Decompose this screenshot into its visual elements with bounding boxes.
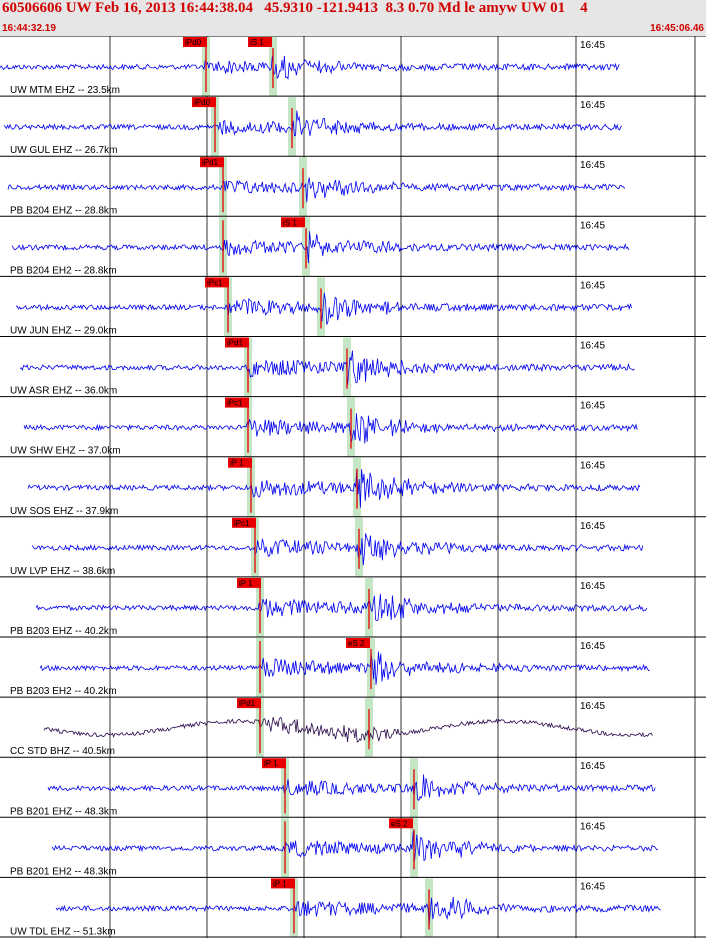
waveform-trace xyxy=(3,110,623,137)
waveform-trace xyxy=(39,651,650,685)
p-pick-label: iPd1 xyxy=(202,158,219,167)
time-tick-label: 16:45 xyxy=(580,521,605,532)
waveform-trace xyxy=(0,55,620,80)
seismogram-panel: iPd0 iS 1 16:45 UW MTM EHZ -- 23.5km iPd0 16:… xyxy=(0,36,706,938)
p-pick-box xyxy=(225,337,249,348)
header-bar: 60506606 UW Feb 16, 2013 16:44:38.04 45.… xyxy=(0,0,706,36)
p-pick-label: iP 1 xyxy=(264,759,278,768)
s-pick-label: iS 1 xyxy=(250,38,264,47)
time-tick-label: 16:45 xyxy=(580,280,605,291)
s-pick-box xyxy=(346,638,370,648)
waveform-trace xyxy=(7,177,626,203)
p-pick-box xyxy=(205,277,229,288)
station-label: UW TDL EHZ -- 51.3km xyxy=(10,927,116,938)
station-label: UW LVP EHZ -- 38.6km xyxy=(10,566,115,577)
end-time: 16:45:06.46 xyxy=(650,23,704,34)
station-label: UW MTM EHZ -- 23.5km xyxy=(10,85,120,96)
waveform-trace xyxy=(43,716,653,743)
s-pick-box xyxy=(281,217,305,228)
waveform-trace xyxy=(19,350,635,385)
waveform-trace xyxy=(47,774,656,802)
station-label: PB B203 EH2 -- 40.2km xyxy=(10,686,117,697)
waveform-trace xyxy=(23,413,638,444)
station-label: PB B201 EHZ -- 48.3km xyxy=(10,806,117,817)
station-label: PB B201 EH2 -- 48.3km xyxy=(10,866,117,877)
time-tick-label: 16:45 xyxy=(580,160,605,171)
time-tick-label: 16:45 xyxy=(580,761,605,772)
waveform-trace xyxy=(15,292,632,325)
p-pick-box xyxy=(200,157,224,168)
waveform-trace xyxy=(11,231,630,264)
p-pick-box xyxy=(225,397,249,408)
station-label: UW SOS EHZ -- 37.9km xyxy=(10,506,118,517)
time-tick-label: 16:45 xyxy=(580,581,605,592)
station-label: UW GUL EHZ -- 26.7km xyxy=(10,145,117,156)
p-pick-label: iPd0 xyxy=(194,98,211,107)
s-pick-label: eS 2 xyxy=(348,639,365,648)
time-tick-label: 16:45 xyxy=(580,821,605,832)
p-pick-box xyxy=(237,577,261,588)
p-pick-box xyxy=(183,37,207,47)
time-tick-label: 16:45 xyxy=(580,341,605,352)
event-title: 60506606 UW Feb 16, 2013 16:44:38.04 45.… xyxy=(2,0,588,16)
time-tick-label: 16:45 xyxy=(580,881,605,892)
p-pick-label: iPc1 xyxy=(207,278,223,287)
p-pick-box xyxy=(228,457,252,468)
p-pick-label: iPc1 xyxy=(227,399,243,408)
p-pick-box xyxy=(192,97,216,108)
time-tick-label: 16:45 xyxy=(580,220,605,231)
waveform-trace xyxy=(31,533,644,566)
waveform-trace xyxy=(51,831,659,862)
p-pick-label: iP 1 xyxy=(230,459,244,468)
time-tick-label: 16:45 xyxy=(580,40,605,51)
p-pick-label: iPc1 xyxy=(234,519,250,528)
station-label: UW ASR EHZ -- 36.0km xyxy=(10,386,117,397)
station-label: UW JUN EHZ -- 29.0km xyxy=(10,326,117,337)
station-label: PB B203 EHZ -- 40.2km xyxy=(10,626,117,637)
time-tick-label: 16:45 xyxy=(580,701,605,712)
waveform-trace xyxy=(35,593,648,621)
time-tick-label: 16:45 xyxy=(580,461,605,472)
station-label: PB B204 EHZ -- 28.8km xyxy=(10,205,117,216)
s-pick-label: iS 1 xyxy=(283,218,297,227)
station-label: PB B204 EH2 -- 28.8km xyxy=(10,265,117,276)
time-tick-label: 16:45 xyxy=(580,641,605,652)
waveform-trace xyxy=(27,469,641,508)
station-label: CC STD BHZ -- 40.5km xyxy=(10,746,115,757)
start-time: 16:44:32.19 xyxy=(2,23,56,34)
time-tick-label: 16:45 xyxy=(580,100,605,111)
s-pick-box xyxy=(389,818,413,829)
p-pick-box xyxy=(262,758,286,769)
s-pick-label: eS 2 xyxy=(391,819,408,828)
p-pick-label: iPd0 xyxy=(185,38,202,47)
station-label: UW SHW EHZ -- 37.0km xyxy=(10,446,121,457)
p-pick-box xyxy=(232,517,256,528)
p-pick-box xyxy=(237,698,261,709)
p-pick-label: iP 1 xyxy=(273,879,287,888)
p-pick-label: iPd1 xyxy=(227,339,244,348)
waveform-trace xyxy=(55,896,662,925)
time-tick-label: 16:45 xyxy=(580,401,605,412)
s-pick-box xyxy=(248,37,272,47)
p-pick-label: iP 1 xyxy=(239,579,253,588)
p-pick-label: iPd1 xyxy=(239,699,256,708)
p-pick-box xyxy=(271,878,295,889)
